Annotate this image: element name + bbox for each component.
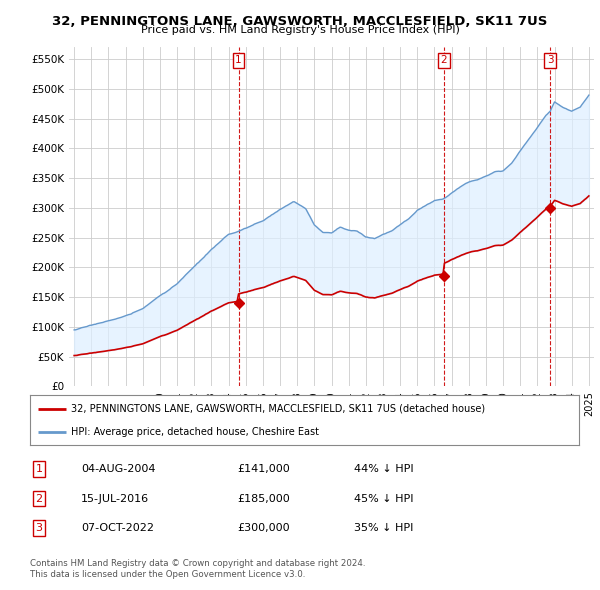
Text: £300,000: £300,000 — [237, 523, 290, 533]
Text: 04-AUG-2004: 04-AUG-2004 — [81, 464, 155, 474]
Text: £141,000: £141,000 — [237, 464, 290, 474]
Text: HPI: Average price, detached house, Cheshire East: HPI: Average price, detached house, Ches… — [71, 427, 319, 437]
Text: 15-JUL-2016: 15-JUL-2016 — [81, 494, 149, 503]
Text: 2: 2 — [440, 55, 447, 65]
Text: 1: 1 — [235, 55, 242, 65]
Text: 32, PENNINGTONS LANE, GAWSWORTH, MACCLESFIELD, SK11 7US (detached house): 32, PENNINGTONS LANE, GAWSWORTH, MACCLES… — [71, 404, 485, 414]
Text: 45% ↓ HPI: 45% ↓ HPI — [354, 494, 413, 503]
Text: £185,000: £185,000 — [237, 494, 290, 503]
Text: Contains HM Land Registry data © Crown copyright and database right 2024.
This d: Contains HM Land Registry data © Crown c… — [30, 559, 365, 579]
Text: 2: 2 — [35, 494, 43, 503]
Text: 3: 3 — [35, 523, 43, 533]
Text: Price paid vs. HM Land Registry's House Price Index (HPI): Price paid vs. HM Land Registry's House … — [140, 25, 460, 35]
Text: 3: 3 — [547, 55, 554, 65]
Text: 32, PENNINGTONS LANE, GAWSWORTH, MACCLESFIELD, SK11 7US: 32, PENNINGTONS LANE, GAWSWORTH, MACCLES… — [52, 15, 548, 28]
Text: 07-OCT-2022: 07-OCT-2022 — [81, 523, 154, 533]
Text: 35% ↓ HPI: 35% ↓ HPI — [354, 523, 413, 533]
Text: 44% ↓ HPI: 44% ↓ HPI — [354, 464, 413, 474]
Text: 1: 1 — [35, 464, 43, 474]
